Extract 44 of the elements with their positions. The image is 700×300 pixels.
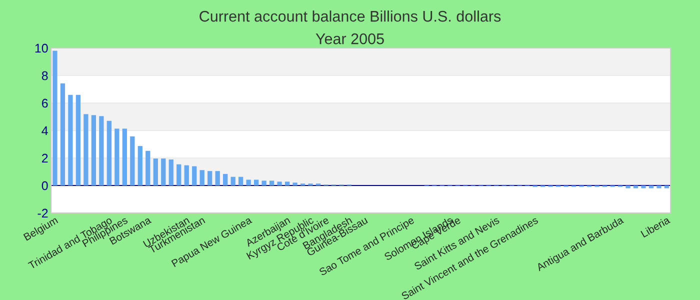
bar [146,150,150,186]
bar [68,94,73,186]
bar [168,160,174,186]
y-tick-label: 2 [42,154,48,163]
bar [84,114,88,186]
bar [284,182,290,186]
bar [292,182,298,186]
bar [215,171,220,186]
bar [230,176,236,186]
y-tick-label: -2 [38,208,48,218]
bar [223,174,228,186]
bar [99,116,104,186]
bar [200,170,204,186]
bar [184,165,189,186]
bar [254,180,259,186]
bar [656,186,662,188]
bar [192,166,197,186]
bar [238,176,244,186]
bar [130,136,135,186]
bar [176,164,182,186]
y-tick-label: 6 [42,98,48,108]
bar [161,158,166,186]
bar [138,146,142,186]
bar [91,115,96,186]
y-tick-label: 8 [42,71,48,80]
bar [208,171,212,186]
y-tick-label: 4 [42,126,48,136]
bar [76,94,81,186]
bar [262,180,266,186]
bar [641,186,646,188]
bar [52,50,58,186]
y-tick-label: 10 [35,44,48,53]
bar [626,186,630,188]
bar [153,158,158,186]
bar [277,182,282,186]
bar [246,180,251,186]
chart-title: Current account balance Billions U.S. dollars [200,10,501,22]
bar [60,83,66,186]
bar [122,128,127,186]
bar [114,128,120,186]
bar [106,120,112,186]
chart-subtitle: Year 2005 [316,33,384,44]
y-tick-label: 0 [42,181,48,190]
bar [269,180,274,186]
